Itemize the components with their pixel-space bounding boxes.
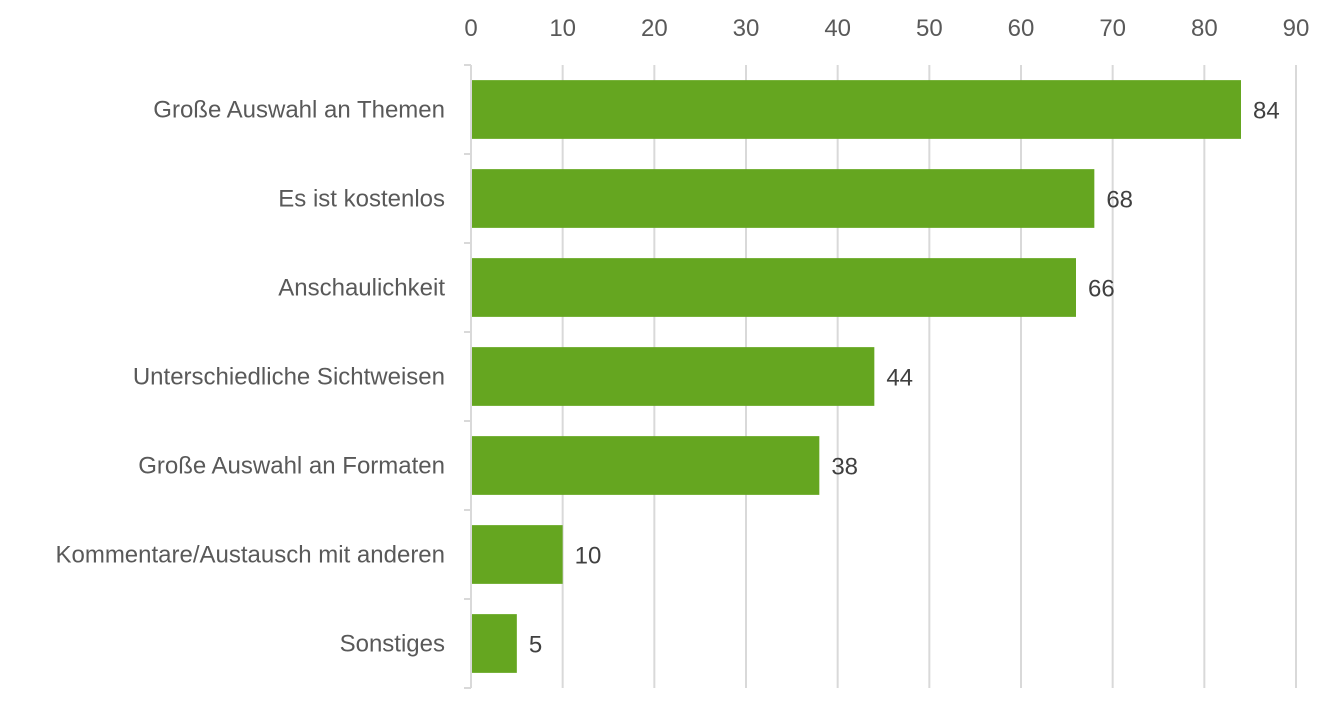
data-label: 5 (529, 632, 542, 659)
category-axis (464, 64, 472, 689)
bar (472, 169, 1095, 228)
bar (472, 436, 820, 495)
category-labels: Große Auswahl an Themen Es ist kostenlos A… (55, 97, 445, 658)
x-tick-label: 20 (641, 15, 668, 42)
bar (472, 80, 1241, 139)
data-label: 44 (886, 365, 913, 392)
x-tick-label: 0 (464, 15, 477, 42)
data-label: 10 (575, 543, 602, 570)
x-tick-label: 80 (1191, 15, 1218, 42)
category-label: Unterschiedliche Sichtweisen (133, 364, 445, 391)
category-label: Kommentare/Austausch mit anderen (55, 542, 445, 569)
data-label: 66 (1088, 276, 1115, 303)
x-tick-label: 40 (824, 15, 851, 42)
x-tick-label: 30 (733, 15, 760, 42)
category-label: Anschaulichkeit (278, 275, 445, 302)
category-label: Große Auswahl an Themen (153, 97, 445, 124)
data-label: 68 (1106, 187, 1133, 214)
value-axis-ticks: 0 10 20 30 40 50 60 70 80 90 (464, 15, 1309, 42)
x-tick-label: 50 (916, 15, 943, 42)
category-label: Große Auswahl an Formaten (138, 453, 445, 480)
bar (472, 525, 563, 584)
x-tick-label: 70 (1099, 15, 1126, 42)
gridlines (561, 65, 1297, 688)
category-label: Es ist kostenlos (278, 186, 445, 213)
bar (472, 614, 517, 673)
bars (472, 80, 1241, 673)
category-label: Sonstiges (340, 631, 445, 658)
bar (472, 258, 1076, 317)
data-labels: 84 68 66 44 38 10 5 (529, 98, 1280, 659)
x-tick-label: 60 (1008, 15, 1035, 42)
x-tick-label: 90 (1283, 15, 1310, 42)
x-tick-label: 10 (549, 15, 576, 42)
bar (472, 347, 875, 406)
data-label: 38 (831, 454, 858, 481)
data-label: 84 (1253, 98, 1280, 125)
